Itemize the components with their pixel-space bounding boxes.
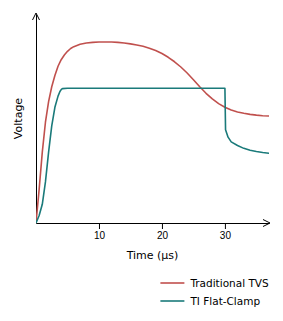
series-line [36, 88, 269, 223]
x-axis: 10 20 30 [37, 223, 270, 241]
lines [36, 42, 269, 223]
x-tick: 30 [220, 223, 232, 241]
legend-swatch [160, 282, 184, 284]
legend-item: Traditional TVS [160, 277, 269, 289]
x-tick-mark [99, 223, 100, 229]
y-axis [36, 15, 37, 224]
x-axis-arrow [263, 220, 270, 227]
legend: Traditional TVS TI Flat-Clamp [160, 277, 269, 307]
y-axis-arrow [33, 13, 40, 20]
legend-label: TI Flat-Clamp [189, 295, 260, 307]
x-tick-label: 10 [94, 230, 106, 241]
legend-item: TI Flat-Clamp [160, 295, 260, 307]
x-tick: 10 [94, 223, 106, 241]
x-tick-label: 30 [220, 230, 232, 241]
plot: 10 20 30 [33, 13, 271, 241]
legend-label: Traditional TVS [189, 277, 269, 289]
legend-swatch [160, 300, 184, 302]
x-tick-mark [225, 223, 226, 229]
x-axis-title: Time (μs) [126, 249, 179, 262]
x-tick-label: 20 [157, 230, 169, 241]
y-axis-title: Voltage [12, 98, 25, 139]
chart: 10 20 30 Time (μs) Voltage Traditional TVS TI … [0, 0, 283, 321]
y-axis-line [36, 15, 37, 224]
x-axis-line [37, 223, 270, 224]
series-line [36, 42, 269, 223]
x-tick-mark [162, 223, 163, 229]
x-tick: 20 [157, 223, 169, 241]
